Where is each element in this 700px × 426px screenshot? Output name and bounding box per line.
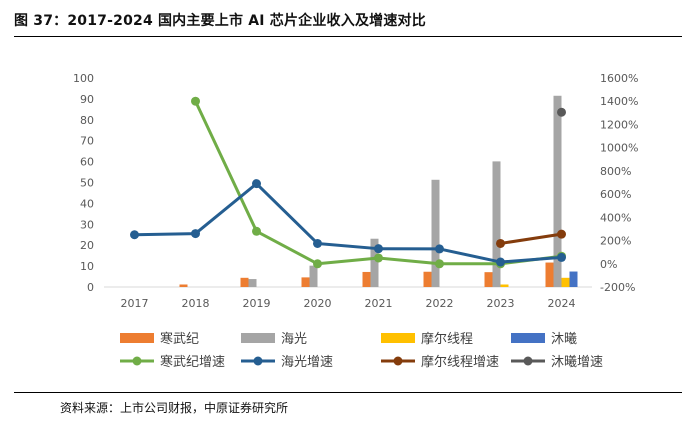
- right-axis-tick-label: 400%: [600, 211, 631, 224]
- x-axis-tick-label: 2022: [426, 297, 454, 310]
- point-海光增速: [191, 229, 200, 239]
- bar-海光: [248, 279, 257, 287]
- x-axis-tick-label: 2023: [487, 297, 515, 310]
- bar-海光: [370, 238, 379, 287]
- point-寒武纪增速: [374, 253, 383, 263]
- legend-label: 摩尔线程增速: [421, 354, 499, 370]
- figure-title: 图 37：2017-2024 国内主要上市 AI 芯片企业收入及增速对比: [14, 13, 426, 29]
- left-axis-tick-label: 0: [87, 281, 94, 294]
- bar-摩尔线程: [561, 277, 570, 287]
- right-axis-tick-label: 800%: [600, 165, 631, 178]
- point-海光增速: [496, 257, 505, 267]
- line-海光增速: [134, 182, 562, 264]
- left-axis-tick-label: 10: [80, 260, 94, 273]
- bar-寒武纪: [484, 272, 493, 287]
- right-axis-tick-label: 200%: [600, 235, 631, 248]
- legend-swatch-摩尔线程: [381, 333, 415, 343]
- legend-swatch-海光: [241, 333, 275, 343]
- right-axis-tick-label: 1200%: [600, 118, 638, 131]
- legend-label: 寒武纪: [160, 331, 199, 347]
- left-axis-tick-label: 50: [80, 177, 94, 190]
- source-rule: [14, 392, 682, 393]
- point-海光增速: [374, 244, 383, 254]
- left-axis-tick-label: 60: [80, 156, 94, 169]
- x-axis-tick-label: 2018: [182, 297, 210, 310]
- legend-label: 海光增速: [281, 355, 333, 370]
- left-axis-tick-label: 90: [80, 93, 94, 106]
- right-axis-tick-label: 600%: [600, 188, 631, 201]
- bar-寒武纪: [545, 262, 554, 287]
- point-海光增速: [435, 244, 444, 254]
- x-axis-tick-label: 2020: [304, 297, 332, 310]
- legend-marker-摩尔线程增速: [393, 356, 403, 366]
- legend-label: 沐曦: [551, 331, 577, 347]
- point-沐曦增速: [557, 107, 566, 117]
- bar-寒武纪: [301, 277, 310, 287]
- legend-marker-海光增速: [253, 356, 263, 366]
- legend-label: 沐曦增速: [551, 354, 603, 370]
- x-axis-tick-label: 2024: [548, 297, 576, 310]
- bar-寒武纪: [179, 284, 188, 287]
- bar-海光: [309, 265, 318, 287]
- left-axis-tick-label: 30: [80, 218, 94, 231]
- point-寒武纪增速: [313, 259, 322, 269]
- legend-label: 海光: [281, 332, 307, 347]
- point-海光增速: [252, 179, 261, 189]
- legend-marker-寒武纪增速: [132, 356, 142, 366]
- bar-寒武纪: [362, 271, 371, 287]
- point-寒武纪增速: [191, 96, 200, 106]
- x-axis-tick-label: 2019: [243, 297, 271, 310]
- bar-寒武纪: [240, 277, 249, 287]
- left-axis-tick-label: 20: [80, 239, 94, 252]
- legend-swatch-沐曦: [511, 333, 545, 343]
- point-寒武纪增速: [252, 226, 261, 236]
- left-axis-tick-label: 100: [73, 72, 94, 85]
- legend-label: 摩尔线程: [421, 331, 473, 347]
- point-海光增速: [313, 238, 322, 248]
- right-axis-tick-label: 0%: [600, 258, 617, 271]
- legend-swatch-寒武纪: [120, 333, 154, 343]
- x-axis-tick-label: 2021: [365, 297, 393, 310]
- point-海光增速: [557, 252, 566, 262]
- bar-沐曦: [569, 271, 578, 287]
- left-axis-tick-label: 70: [80, 135, 94, 148]
- point-海光增速: [130, 230, 139, 240]
- line-摩尔线程增速: [500, 232, 562, 245]
- point-摩尔线程增速: [496, 238, 505, 248]
- right-axis-tick-label: 1600%: [600, 72, 638, 85]
- legend-label: 寒武纪增速: [160, 354, 225, 370]
- bar-摩尔线程: [500, 284, 509, 287]
- source-note: 资料来源：上市公司财报，中原证券研究所: [60, 401, 289, 415]
- point-摩尔线程增速: [557, 229, 566, 239]
- right-axis-tick-label: 1400%: [600, 95, 638, 108]
- title-rule: [14, 36, 682, 37]
- bar-海光: [553, 95, 562, 287]
- right-axis-tick-label: -200%: [600, 281, 635, 294]
- x-axis-tick-label: 2017: [121, 297, 149, 310]
- legend-marker-沐曦增速: [523, 356, 533, 366]
- bar-海光: [492, 161, 501, 287]
- left-axis-tick-label: 80: [80, 114, 94, 127]
- right-axis-tick-label: 1000%: [600, 142, 638, 155]
- bar-海光: [431, 179, 440, 287]
- point-寒武纪增速: [435, 259, 444, 269]
- revenue-growth-chart: 0 10 20 30 40 50 60 70 80 90 100 -200% 0% 200% 400% 600…: [73, 72, 638, 370]
- left-axis-tick-label: 40: [80, 197, 94, 210]
- bar-寒武纪: [423, 271, 432, 287]
